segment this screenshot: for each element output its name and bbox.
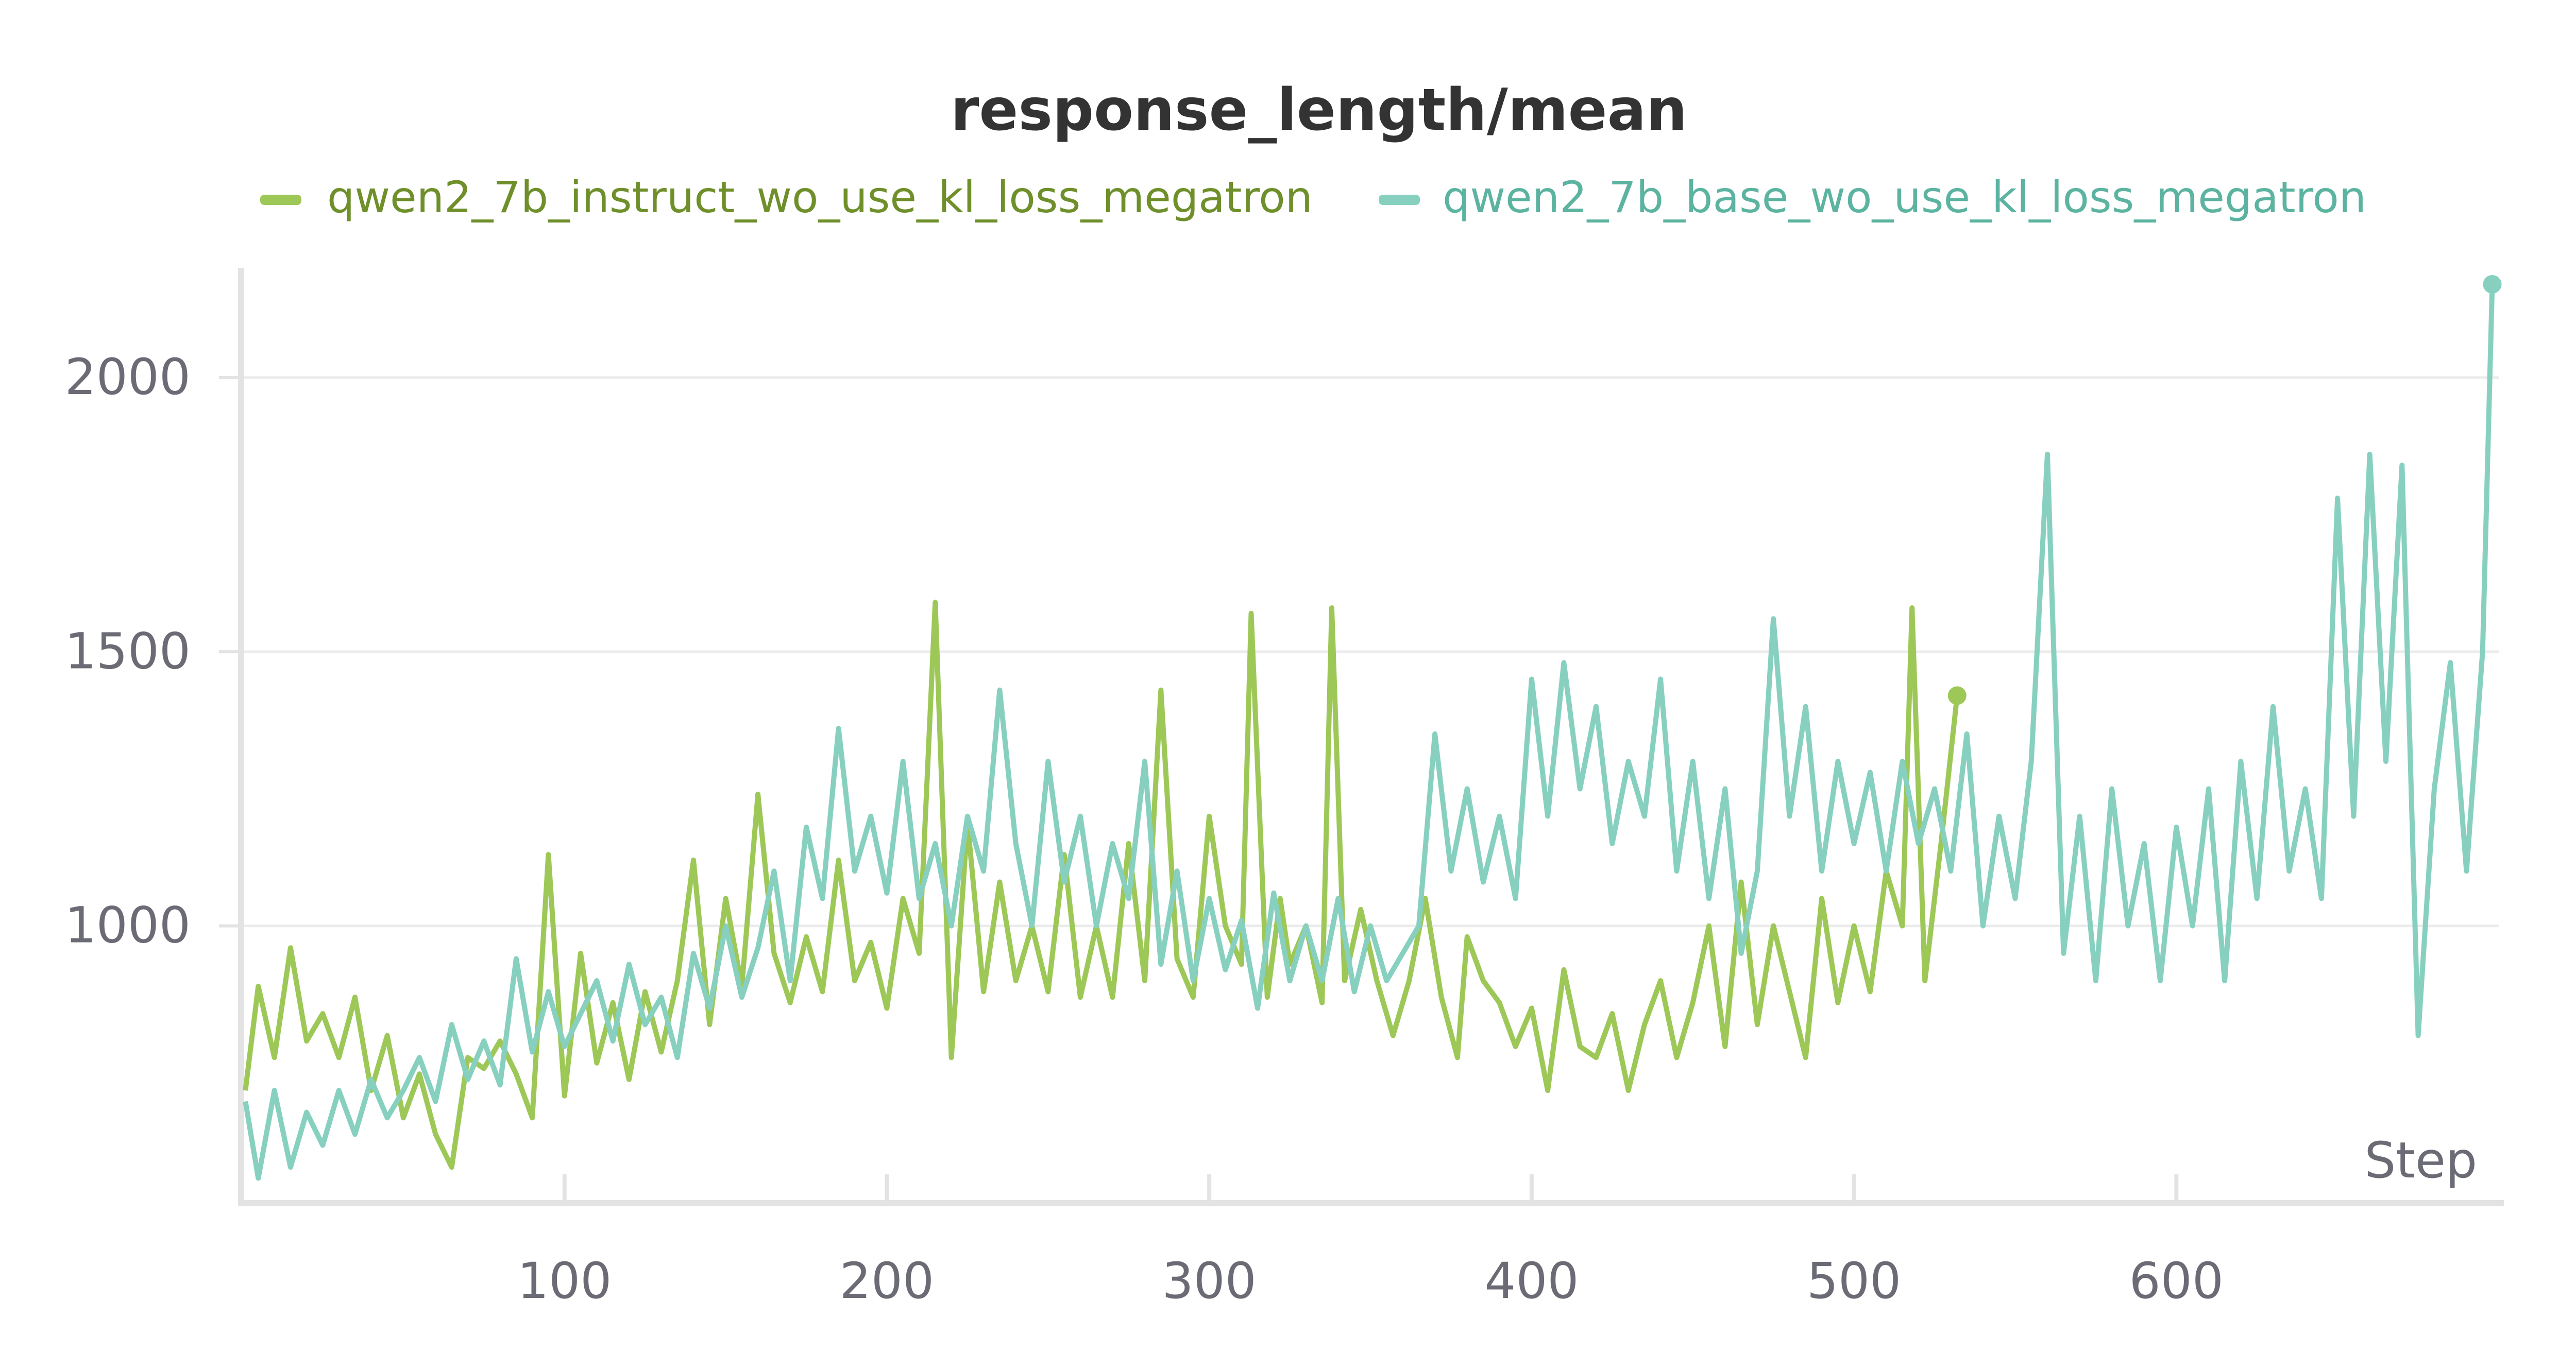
series-endpoint-0[interactable] [1947, 686, 1967, 705]
series-line-0 [243, 600, 1960, 1170]
y-tick-label-1500: 1500 [65, 622, 191, 680]
y-tick-label-1000: 1000 [65, 897, 191, 954]
legend-swatch-instruct [260, 195, 301, 205]
series-line-1 [243, 284, 2495, 1181]
x-tick-label-200: 200 [840, 1252, 934, 1310]
series-endpoint-1[interactable] [2483, 275, 2502, 294]
x-tick-label-100: 100 [517, 1252, 612, 1310]
legend-swatch-base [1379, 195, 1420, 205]
x-tick-label-600: 600 [2129, 1252, 2224, 1310]
x-tick-label-300: 300 [1162, 1252, 1257, 1310]
y-axis-ticks: 1000 1500 2000 [65, 348, 242, 954]
x-tick-label-500: 500 [1807, 1252, 1901, 1310]
legend-item-base[interactable]: qwen2_7b_base_wo_use_kl_loss_megatron [1379, 172, 2366, 223]
chart-title: response_length/mean [951, 77, 1687, 144]
series-layer [243, 275, 2502, 1181]
legend: qwen2_7b_instruct_wo_use_kl_loss_megatro… [260, 172, 2366, 223]
x-axis-label: Step [2364, 1132, 2477, 1189]
legend-label-base: qwen2_7b_base_wo_use_kl_loss_megatron [1443, 172, 2366, 223]
legend-label-instruct: qwen2_7b_instruct_wo_use_kl_loss_megatro… [327, 172, 1313, 223]
legend-item-instruct[interactable]: qwen2_7b_instruct_wo_use_kl_loss_megatro… [260, 172, 1313, 223]
x-axis-ticks: 100 200 300 400 500 600 [517, 1174, 2224, 1310]
y-tick-label-2000: 2000 [65, 348, 191, 406]
axes [238, 268, 2504, 1206]
x-tick-label-400: 400 [1484, 1252, 1579, 1310]
